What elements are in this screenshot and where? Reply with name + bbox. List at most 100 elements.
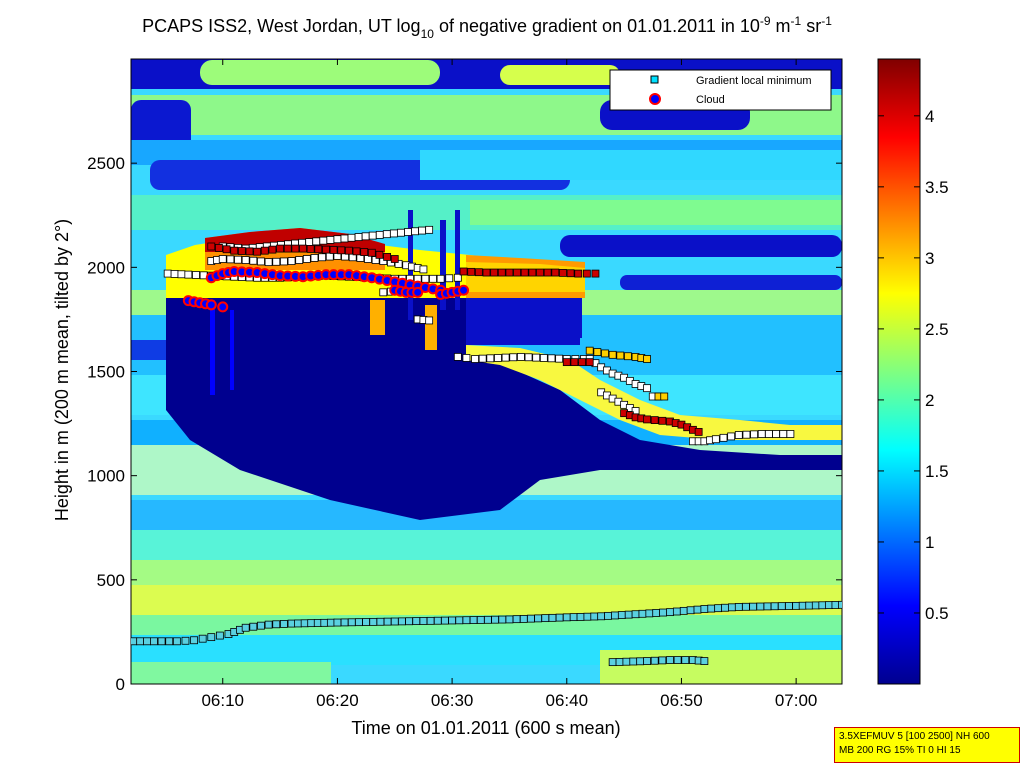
gradient-local-minimum-point bbox=[555, 354, 564, 363]
gradient-local-minimum-point bbox=[426, 616, 435, 625]
gradient-local-minimum-point bbox=[300, 619, 309, 628]
gradient-local-minimum-point bbox=[397, 228, 405, 237]
red-squares-point bbox=[497, 268, 506, 277]
gradient-local-minimum-point bbox=[734, 603, 743, 611]
gradient-local-minimum-point bbox=[192, 271, 200, 279]
gradient-local-minimum-point bbox=[398, 617, 406, 626]
cbar-tick-label-0: 0.5 bbox=[925, 604, 949, 623]
red-squares-point bbox=[230, 246, 239, 255]
y-tick-label-1: 500 bbox=[97, 571, 125, 590]
legend-marker-cloud bbox=[649, 93, 661, 105]
gradient-local-minimum-point bbox=[340, 618, 349, 627]
gradient-local-minimum-point bbox=[734, 431, 743, 439]
red-squares-point bbox=[543, 268, 552, 277]
red-squares-point bbox=[559, 268, 567, 277]
gradient-local-minimum-point bbox=[172, 637, 181, 646]
chart-title: PCAPS ISS2, West Jordan, UT log10 of neg… bbox=[142, 14, 832, 41]
red-squares-point bbox=[306, 245, 315, 253]
gradient-local-minimum-point bbox=[340, 234, 349, 243]
gradient-local-minimum-point bbox=[136, 637, 145, 646]
gradient-local-minimum-point bbox=[295, 256, 304, 264]
gradient-local-minimum-point bbox=[419, 617, 428, 625]
cbar-tick-label-2: 1.5 bbox=[925, 462, 949, 481]
gradient-local-minimum-point bbox=[617, 611, 626, 619]
gradient-local-minimum-point bbox=[326, 618, 335, 627]
gradient-local-minimum-point bbox=[390, 617, 399, 626]
gradient-local-minimum-point bbox=[294, 619, 303, 628]
gradient-local-minimum-point bbox=[484, 615, 492, 624]
gradient-local-minimum-point bbox=[742, 602, 750, 611]
gradient-local-minimum-point bbox=[505, 615, 514, 624]
gradient-local-minimum-point bbox=[421, 274, 430, 283]
gradient-local-minimum-point bbox=[643, 657, 651, 665]
gradient-local-minimum-point bbox=[190, 636, 198, 645]
gradient-local-minimum-point bbox=[517, 353, 525, 361]
gradient-local-minimum-point bbox=[498, 615, 507, 624]
gradient-local-minimum-point bbox=[264, 620, 273, 629]
gradient-local-minimum-point bbox=[638, 609, 647, 618]
red-squares-point bbox=[520, 268, 529, 277]
red-squares-point bbox=[551, 268, 560, 277]
gradient-local-minimum-point bbox=[453, 273, 462, 282]
gradient-local-minimum-point bbox=[548, 613, 557, 622]
gradient-local-minimum-point bbox=[143, 637, 151, 646]
red-squares-point bbox=[375, 250, 384, 259]
gradient-local-minimum-point bbox=[700, 605, 709, 613]
gradient-local-minimum-point bbox=[429, 274, 437, 283]
gradient-local-minimum-point bbox=[355, 618, 363, 627]
gradient-local-minimum-point bbox=[318, 253, 327, 262]
cbar-tick-label-3: 2 bbox=[925, 391, 934, 410]
red-squares-point bbox=[322, 245, 330, 254]
yellow-squares-point bbox=[608, 350, 617, 359]
data-marks bbox=[131, 225, 842, 667]
gradient-local-minimum-point bbox=[471, 355, 479, 363]
gradient-local-minimum-point bbox=[389, 229, 398, 238]
gradient-local-minimum-point bbox=[666, 608, 674, 617]
gradient-local-minimum-point bbox=[608, 658, 617, 667]
cbar-tick-label-1: 1 bbox=[925, 533, 934, 552]
gradient-local-minimum-point bbox=[302, 255, 311, 263]
red-squares-point bbox=[260, 246, 269, 255]
gradient-local-minimum-point bbox=[462, 616, 471, 625]
red-squares-point bbox=[513, 268, 521, 277]
gradient-local-minimum-point bbox=[383, 617, 392, 626]
gradient-local-minimum-point bbox=[527, 614, 535, 623]
gradient-local-minimum-point bbox=[534, 614, 543, 623]
gradient-local-minimum-point bbox=[749, 602, 758, 611]
gradient-local-minimum-point bbox=[280, 620, 288, 628]
gradient-local-minimum-point bbox=[448, 616, 456, 625]
gradient-local-minimum-point bbox=[412, 617, 421, 626]
gradient-local-minimum-point bbox=[524, 353, 533, 362]
gradient-local-minimum-point bbox=[681, 656, 690, 664]
gradient-local-minimum-point bbox=[361, 232, 370, 241]
red-squares-point bbox=[329, 246, 338, 254]
gradient-local-minimum-point bbox=[615, 658, 624, 666]
gradient-local-minimum-point bbox=[700, 657, 709, 665]
colorbar-ticks: 0.5 1 1.5 2 2.5 3 3.5 4 bbox=[878, 107, 949, 623]
cloud-point bbox=[217, 301, 229, 313]
gradient-local-minimum-point bbox=[418, 226, 427, 235]
yellow-squares-point bbox=[601, 349, 609, 358]
x-tick-label-4: 06:50 bbox=[660, 691, 703, 710]
gradient-local-minimum-point bbox=[405, 617, 413, 626]
gradient-local-minimum-point bbox=[177, 270, 186, 279]
gradient-local-minimum-point bbox=[157, 637, 166, 646]
parameter-info-box: 3.5XEFMUV 5 [100 2500] NH 600 MB 200 RG … bbox=[834, 727, 1020, 763]
gradient-local-minimum-point bbox=[512, 615, 521, 624]
gradient-local-minimum-point bbox=[241, 623, 250, 632]
gradient-local-minimum-point bbox=[763, 602, 772, 611]
red-squares-point bbox=[536, 268, 544, 277]
gradient-local-minimum-point bbox=[312, 237, 321, 246]
red-squares-point bbox=[291, 244, 300, 253]
colorbar-gradient bbox=[877, 58, 921, 685]
gradient-local-minimum-point bbox=[652, 609, 661, 617]
gradient-local-minimum-point bbox=[425, 225, 434, 234]
gradient-local-minimum-point bbox=[719, 433, 728, 442]
legend: Gradient local minimum Cloud bbox=[609, 69, 832, 111]
colorbar: 0.5 1 1.5 2 2.5 3 3.5 4 bbox=[877, 58, 949, 685]
gradient-local-minimum-point bbox=[831, 601, 840, 609]
gradient-local-minimum-point bbox=[750, 430, 758, 439]
gradient-local-minimum-point bbox=[404, 228, 412, 236]
gradient-local-minimum-point bbox=[462, 354, 471, 362]
